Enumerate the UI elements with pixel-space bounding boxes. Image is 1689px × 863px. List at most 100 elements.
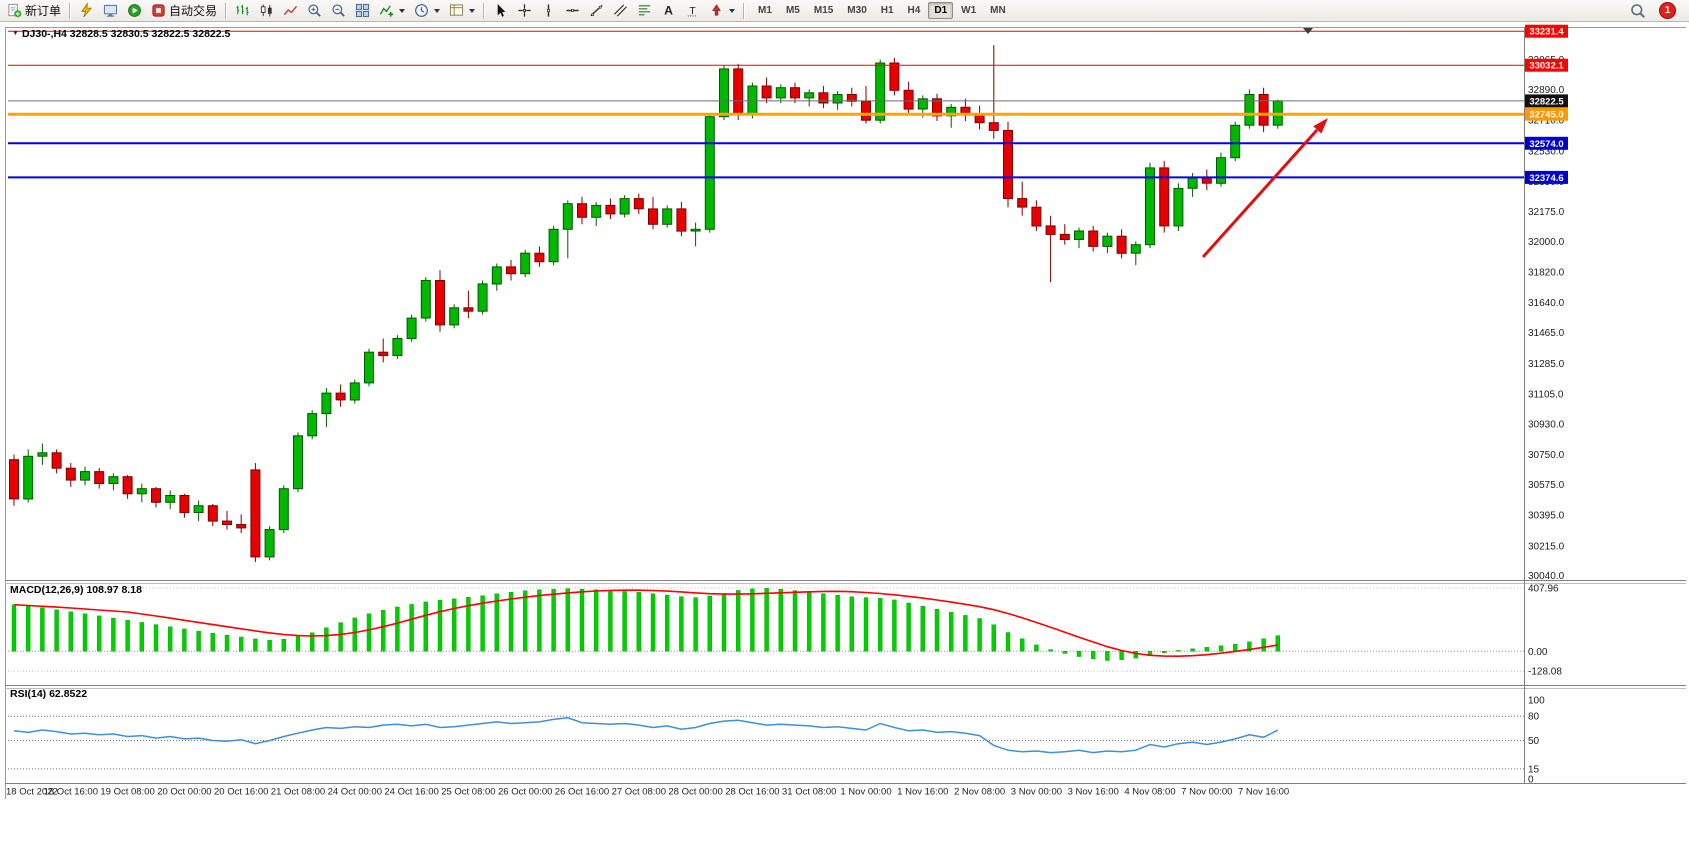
periods-button[interactable]	[410, 0, 444, 22]
new-order-button[interactable]: 新订单	[3, 0, 65, 22]
candle-body	[861, 100, 871, 121]
macd-histogram-bar	[210, 633, 216, 652]
text-button[interactable]: A	[657, 0, 680, 22]
timeframe-button-m5[interactable]: M5	[785, 5, 800, 16]
timeframe-button-m1[interactable]: M1	[758, 5, 772, 16]
timeframe-button-w1[interactable]: W1	[961, 5, 977, 16]
templates-button[interactable]	[445, 0, 479, 22]
candle-body	[477, 283, 488, 312]
candle-body	[278, 488, 289, 531]
candle-body	[37, 452, 48, 457]
candle-body	[435, 280, 445, 326]
tile-windows-button[interactable]	[351, 0, 374, 22]
candle-body	[988, 122, 999, 131]
macd-histogram-bar	[1133, 651, 1139, 659]
macd-histogram-bar	[224, 635, 230, 652]
zoom-out-icon	[331, 3, 346, 18]
metaeditor-button[interactable]	[75, 0, 98, 22]
macd-histogram-bar	[1062, 651, 1068, 654]
candle-body	[193, 505, 204, 514]
time-axis-label: 7 Nov 00:00	[1181, 787, 1232, 798]
time-axis-label: 1 Nov 16:00	[897, 787, 948, 798]
label-button[interactable]: T	[681, 0, 704, 22]
timeframe-button-m15[interactable]: M15	[813, 5, 834, 16]
candle-body	[1159, 167, 1170, 227]
candle-body	[1230, 124, 1241, 159]
macd-histogram-bar	[665, 594, 670, 652]
clock-icon	[414, 3, 429, 18]
macd-histogram-bar	[40, 607, 45, 652]
candlestick-chart-button[interactable]	[255, 0, 278, 22]
vertical-line-button[interactable]	[537, 0, 560, 22]
candle-body	[264, 529, 275, 558]
candlestick-series	[9, 45, 1283, 562]
time-axis-label: 20 Oct 16:00	[214, 787, 268, 798]
trend-arrow-annotation[interactable]	[1201, 118, 1328, 259]
candle-body	[1130, 244, 1141, 254]
zoom-out-button[interactable]	[327, 0, 350, 22]
toolbar-separator	[225, 2, 228, 19]
macd-histogram-bar	[849, 596, 854, 652]
horizontal-line-button[interactable]	[561, 0, 584, 22]
candle-body	[108, 476, 119, 485]
macd-histogram-bar	[366, 613, 372, 652]
candle-body	[917, 98, 928, 110]
price-scale[interactable]: 33065.032890.032710.032530.032350.032175…	[1528, 55, 1565, 582]
macd-histogram-bar	[807, 591, 812, 652]
crosshair-button[interactable]	[513, 0, 536, 22]
candle-body	[222, 520, 232, 525]
strategy-tester-button[interactable]	[123, 0, 146, 22]
candle-body	[250, 469, 261, 558]
channel-button[interactable]	[609, 0, 632, 22]
candle-body	[775, 87, 786, 99]
timeframe-button-m30[interactable]: M30	[847, 5, 867, 16]
macd-pane: 407.96 0.00 -128.08	[8, 584, 1562, 678]
time-axis-label: 21 Oct 08:00	[271, 787, 325, 798]
timeframe-button-d1[interactable]: D1	[928, 2, 954, 19]
fibonacci-button[interactable]	[633, 0, 656, 22]
time-axis-label: 26 Oct 00:00	[498, 787, 552, 798]
timeframe-button-h4[interactable]: H4	[907, 5, 921, 16]
candle-body	[207, 505, 218, 522]
candle-body	[1173, 187, 1184, 227]
macd-histogram-bar	[1275, 635, 1281, 652]
candle-body	[236, 524, 247, 529]
macd-histogram-bar	[792, 590, 798, 652]
bar-chart-button[interactable]	[231, 0, 254, 22]
candles-icon	[259, 3, 274, 18]
trendline-button[interactable]	[585, 0, 608, 22]
cursor-button[interactable]	[489, 0, 512, 22]
timeframe-button-h1[interactable]: H1	[880, 5, 894, 16]
svg-text:50: 50	[1528, 736, 1540, 747]
macd-histogram-bar	[281, 639, 286, 652]
candle-body	[704, 116, 715, 230]
candle-body	[1045, 225, 1056, 235]
autotrading-button[interactable]: 自动交易	[147, 0, 221, 22]
candle-body	[364, 351, 374, 384]
svg-text:30215.0: 30215.0	[1528, 541, 1565, 552]
terminal-button[interactable]	[99, 0, 122, 22]
chevron-down-icon	[729, 8, 736, 13]
arrows-button[interactable]	[705, 0, 739, 22]
candle-body	[1187, 177, 1198, 189]
zoom-in-button[interactable]	[303, 0, 326, 22]
indicators-button[interactable]	[375, 0, 409, 22]
letter-t-icon: T	[685, 3, 700, 18]
svg-text:31105.0: 31105.0	[1528, 390, 1564, 401]
chart-shift-marker-icon[interactable]	[1303, 28, 1313, 34]
candle-body	[506, 266, 516, 275]
line-chart-button[interactable]	[279, 0, 302, 22]
price-level-lines	[8, 30, 1524, 179]
timeframe-button-mn[interactable]: MN	[990, 5, 1006, 16]
macd-histogram-bar	[650, 593, 656, 652]
price-level-badge	[1525, 136, 1568, 150]
candle-body	[903, 89, 914, 110]
search-button[interactable]	[1626, 0, 1650, 22]
price-level-badge-value: 33231.4	[1529, 27, 1564, 38]
template-grid-icon	[449, 3, 464, 18]
price-level-badge	[1525, 170, 1568, 184]
macd-histogram-bar	[381, 610, 386, 652]
notification-badge[interactable]: 1	[1659, 2, 1676, 19]
